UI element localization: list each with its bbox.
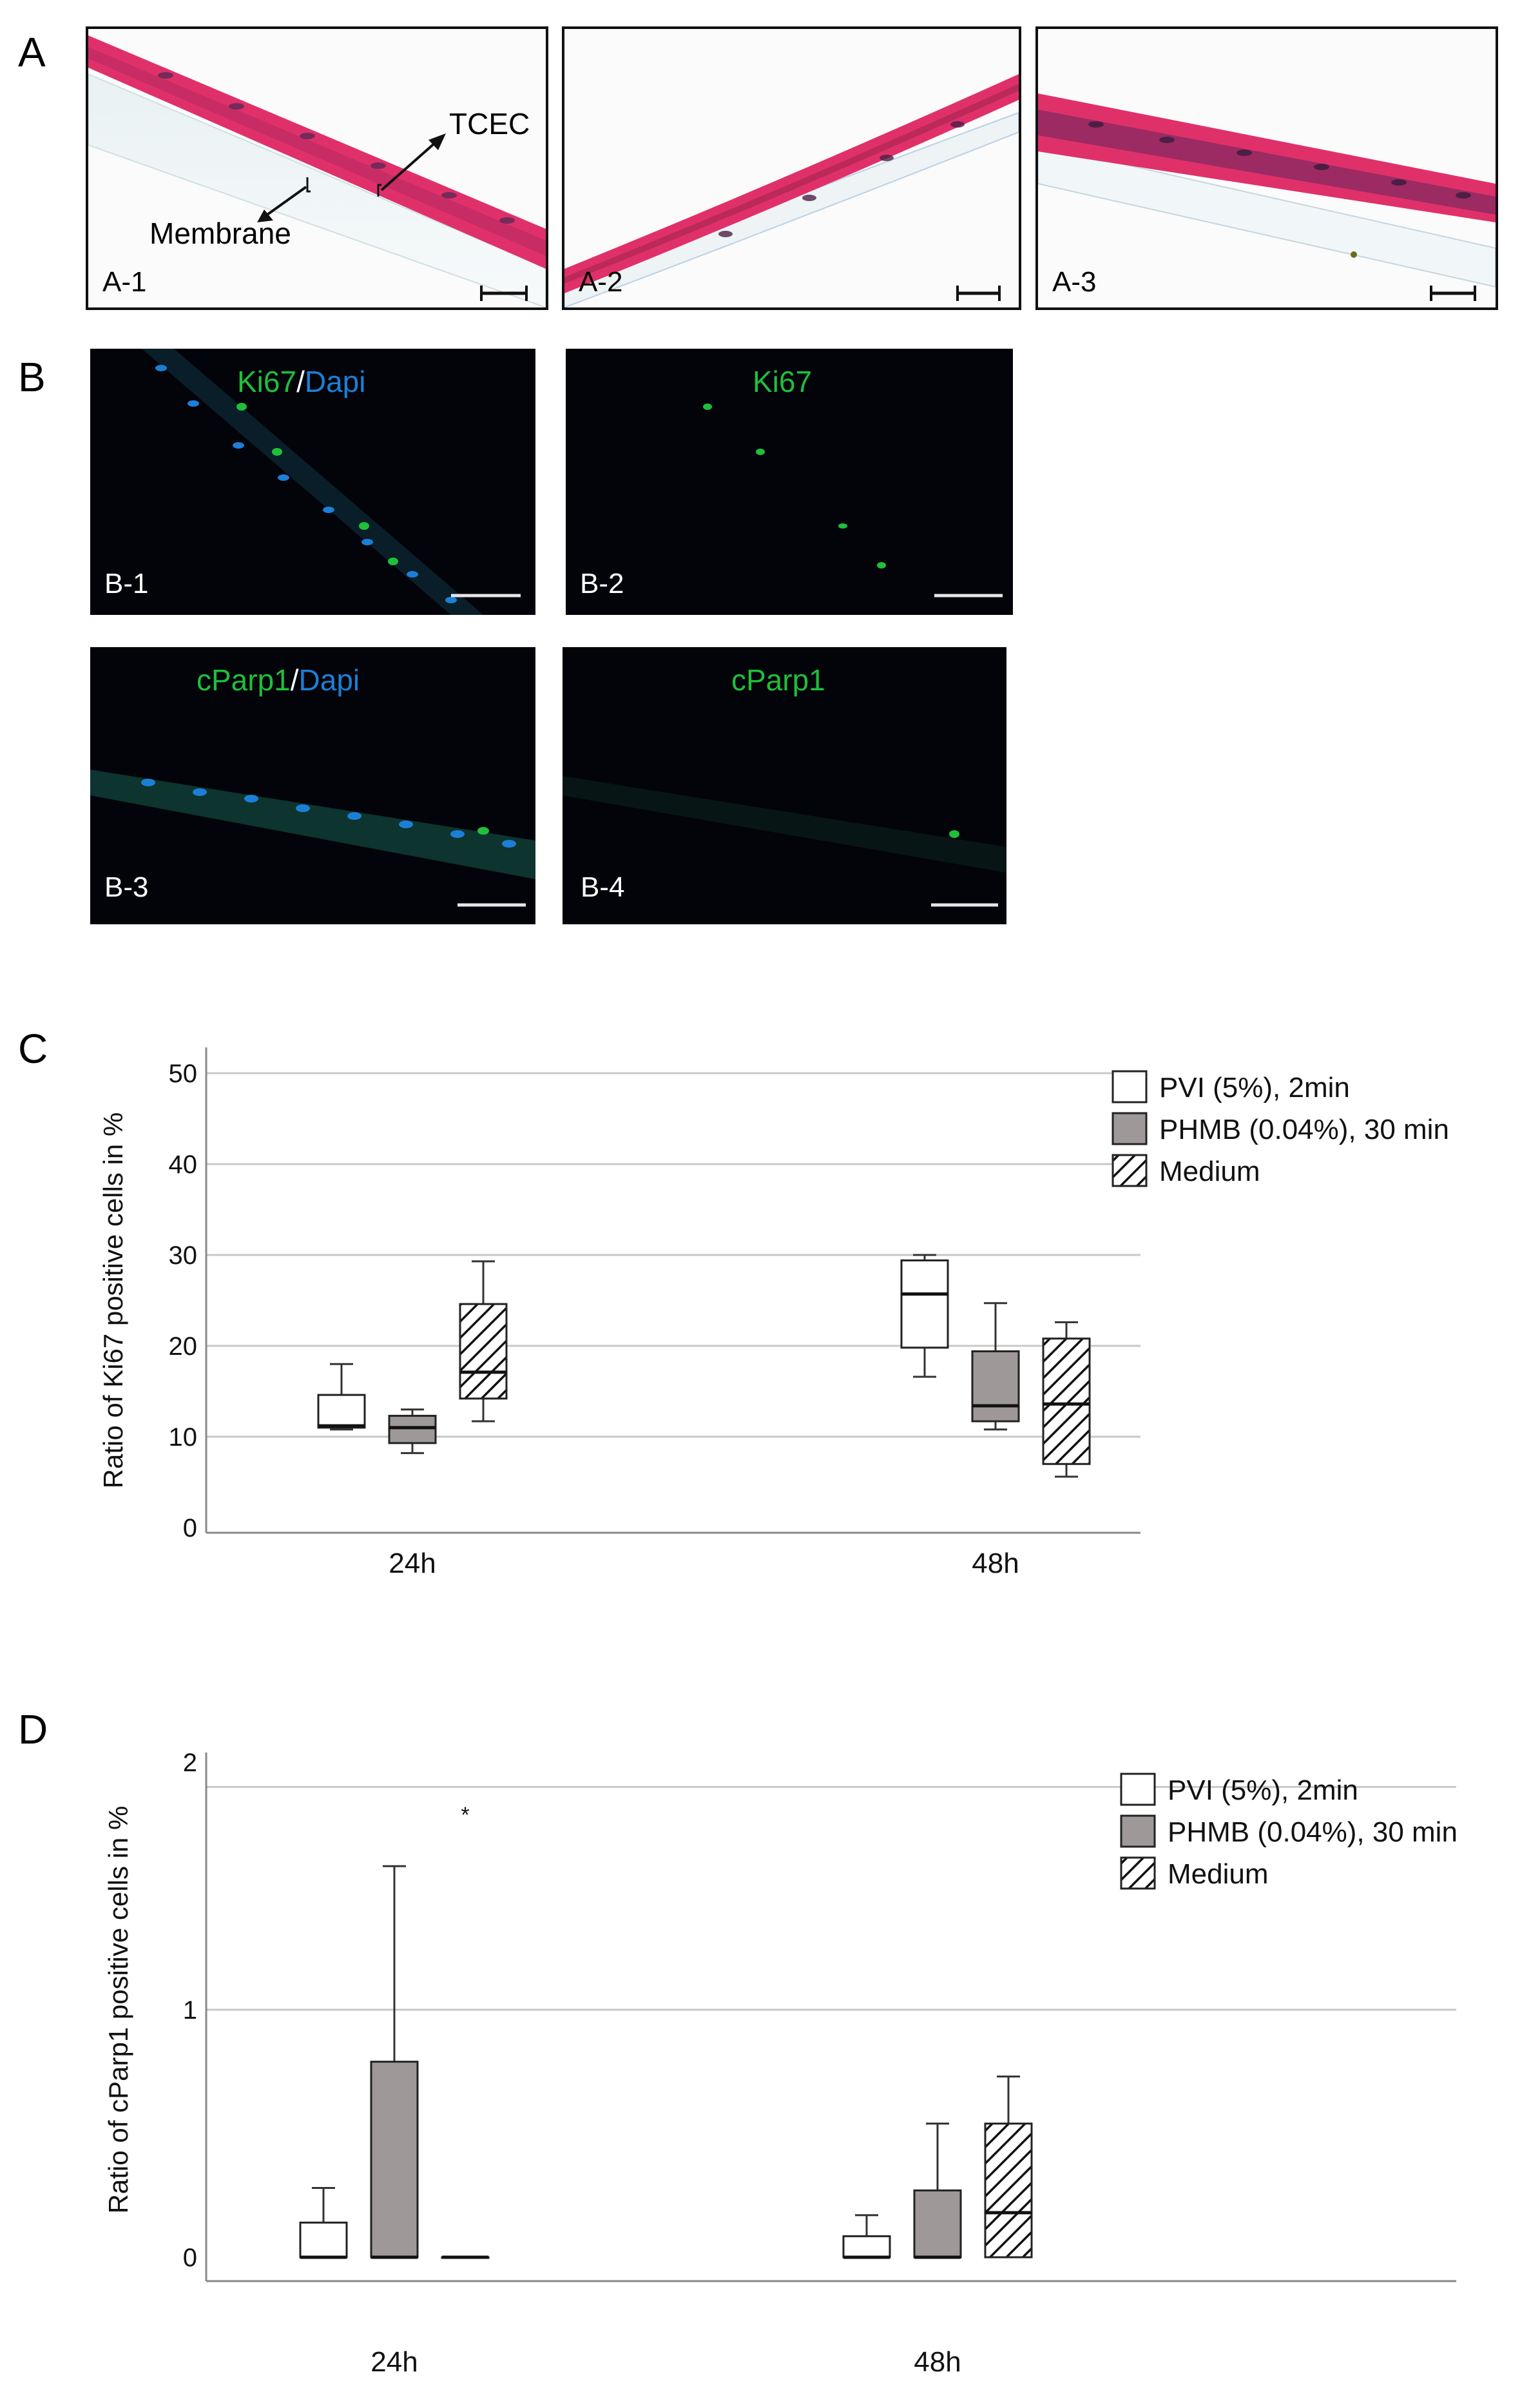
he-label-a3: A-3 xyxy=(1052,266,1097,298)
legend-label: PVI (5%), 2min xyxy=(1168,1774,1358,1806)
legend-label: PHMB (0.04%), 30 min xyxy=(1168,1816,1458,1848)
y-axis-label: Ratio of Ki67 positive cells in % xyxy=(98,1113,128,1489)
x-category-label: 24h xyxy=(389,1548,436,1579)
y-tick-label: 10 xyxy=(169,1423,198,1452)
box-gray xyxy=(388,1415,437,1444)
x-category-label: 24h xyxy=(371,2346,418,2378)
fluor-label-b3: B-3 xyxy=(104,871,149,903)
fluor-title-b2: Ki67 xyxy=(753,365,813,398)
fluor-image-b2: Ki67 B-2 xyxy=(566,349,1013,615)
box-gray xyxy=(370,2061,419,2259)
fluor-image-b4: cParp1 B-4 xyxy=(563,647,1006,924)
legend-swatch-gray xyxy=(1120,1814,1156,1848)
he-tissue-a2 xyxy=(564,74,1019,307)
fluor-title-separator: / xyxy=(296,365,305,398)
he-image-a2: A-2 xyxy=(562,26,1021,310)
panel-b-letter: B xyxy=(18,354,46,400)
legend-label: Medium xyxy=(1168,1858,1269,1890)
fluor-title-separator: / xyxy=(290,663,299,697)
fluor-title-b3: cParp1/Dapi xyxy=(197,663,360,697)
outlier-marker: * xyxy=(461,1803,469,1827)
box-white xyxy=(299,2221,348,2259)
fluor-tissue-b1 xyxy=(142,349,521,615)
fluor-label-b2: B-2 xyxy=(580,568,624,599)
y-tick-label: 20 xyxy=(169,1332,198,1361)
y-tick-label: 1 xyxy=(183,1996,197,2025)
legend-swatch-white xyxy=(1120,1773,1156,1806)
fluor-label-b4: B-4 xyxy=(581,871,625,903)
y-tick-label: 0 xyxy=(183,1514,197,1542)
y-tick-label: 0 xyxy=(183,2244,197,2272)
he-tissue-a3 xyxy=(1038,93,1496,301)
y-tick-label: 40 xyxy=(169,1151,198,1179)
y-tick-label: 30 xyxy=(169,1241,198,1270)
legend-label: Medium xyxy=(1159,1156,1260,1187)
box-gray xyxy=(913,2189,962,2259)
ki67-box-chart: 0 10 20 30 40 50 Ratio of Ki67 positive cells … xyxy=(98,1047,1449,1579)
legend-swatch-hatched xyxy=(1120,1856,1156,1890)
legend-label: PHMB (0.04%), 30 min xyxy=(1159,1114,1449,1145)
fluor-tissue-b4 xyxy=(563,776,1006,907)
legend-swatch-white xyxy=(1112,1070,1148,1103)
panel-a-letter: A xyxy=(18,29,46,75)
he-annotation-membrane: Membrane xyxy=(149,217,291,250)
fluor-title-b4: cParp1 xyxy=(731,663,825,697)
box-hatched xyxy=(459,1303,508,1400)
fluor-title-dapi: Dapi xyxy=(304,365,366,398)
he-label-a2: A-2 xyxy=(579,266,623,298)
box-white xyxy=(842,2235,891,2259)
y-axis-label: Ratio of cParp1 positive cells in % xyxy=(103,1806,133,2214)
fluor-title-b1: Ki67/Dapi xyxy=(237,364,365,399)
he-annotation-tcec: TCEC xyxy=(449,107,530,141)
fluor-tissue-b2 xyxy=(703,403,1003,598)
box-hatched xyxy=(984,2123,1033,2259)
he-image-a1: TCEC Membrane A-1 xyxy=(86,26,548,310)
fluor-image-b1: Ki67/Dapi B-1 xyxy=(90,349,535,615)
cparp1-box-chart: 0 1 2 Ratio of cParp1 positive cells in % 24… xyxy=(103,1749,1458,2378)
panel-c-letter: C xyxy=(18,1025,48,1072)
box-white xyxy=(900,1259,949,1349)
x-category-label: 48h xyxy=(914,2346,961,2378)
y-tick-label: 2 xyxy=(183,1749,197,1777)
he-image-a3: A-3 xyxy=(1035,26,1498,310)
legend-label: PVI (5%), 2min xyxy=(1159,1072,1350,1103)
he-label-a1: A-1 xyxy=(102,266,147,298)
he-tissue-a1 xyxy=(88,35,546,307)
box-gray xyxy=(971,1350,1020,1423)
x-category-label: 48h xyxy=(972,1548,1019,1579)
box-white xyxy=(317,1394,366,1429)
y-tick-label: 50 xyxy=(169,1060,198,1088)
panel-d-letter: D xyxy=(18,1706,48,1753)
box-hatched xyxy=(1042,1337,1091,1465)
fluor-label-b1: B-1 xyxy=(104,568,149,599)
fluor-title-cparp1: cParp1 xyxy=(197,663,291,697)
fluor-tissue-b3 xyxy=(90,770,535,907)
fluor-image-b3: cParp1/Dapi B-3 xyxy=(90,647,535,924)
fluor-title-ki67: Ki67 xyxy=(237,365,297,398)
legend-swatch-gray xyxy=(1112,1112,1148,1145)
fluor-title-dapi: Dapi xyxy=(298,663,360,697)
legend-swatch-hatched xyxy=(1112,1154,1148,1187)
